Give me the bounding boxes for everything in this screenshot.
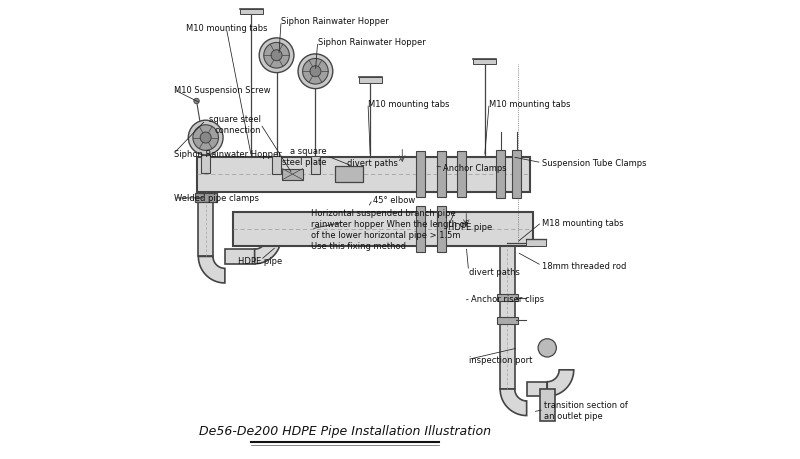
Bar xyxy=(194,194,217,202)
Circle shape xyxy=(298,55,333,90)
Text: Siphon Rainwater Hopper: Siphon Rainwater Hopper xyxy=(174,150,282,159)
Text: M18 mounting tabs: M18 mounting tabs xyxy=(542,218,623,227)
Circle shape xyxy=(264,43,290,69)
Text: inspection port: inspection port xyxy=(469,355,532,364)
Circle shape xyxy=(271,50,282,62)
Text: Anchor riser clips: Anchor riser clips xyxy=(471,294,544,303)
FancyBboxPatch shape xyxy=(197,157,530,192)
Text: a square
steel plate: a square steel plate xyxy=(282,146,327,167)
Text: divert paths: divert paths xyxy=(347,159,398,168)
Polygon shape xyxy=(254,238,281,264)
FancyBboxPatch shape xyxy=(311,157,320,175)
Circle shape xyxy=(200,133,211,144)
Text: Welded pipe clamps: Welded pipe clamps xyxy=(174,194,258,203)
Text: Anchor Clamps: Anchor Clamps xyxy=(443,163,507,173)
Bar xyxy=(457,152,466,197)
FancyBboxPatch shape xyxy=(272,157,281,175)
Text: HDPE pipe: HDPE pipe xyxy=(238,256,282,265)
Text: 45° elbow: 45° elbow xyxy=(373,196,415,204)
Circle shape xyxy=(259,39,294,73)
Circle shape xyxy=(538,339,556,357)
Text: 18mm threaded rod: 18mm threaded rod xyxy=(542,262,626,270)
Bar xyxy=(282,169,302,180)
Text: Horizontal suspended branch pipe
rainwater hopper When the length of
of the lowe: Horizontal suspended branch pipe rainwat… xyxy=(311,208,467,251)
FancyBboxPatch shape xyxy=(500,247,514,389)
Polygon shape xyxy=(500,389,526,416)
Text: Siphon Rainwater Hopper: Siphon Rainwater Hopper xyxy=(318,38,426,47)
Text: Suspension Tube Clamps: Suspension Tube Clamps xyxy=(542,159,646,168)
Circle shape xyxy=(310,67,321,78)
Bar xyxy=(512,151,521,199)
Text: Siphon Rainwater Hopper: Siphon Rainwater Hopper xyxy=(281,17,389,27)
Circle shape xyxy=(302,59,328,85)
Bar xyxy=(498,294,518,302)
Text: transition section of
an outlet pipe: transition section of an outlet pipe xyxy=(544,400,628,420)
Text: HDPE pipe: HDPE pipe xyxy=(448,223,492,232)
Circle shape xyxy=(194,99,199,105)
Text: De56-De200 HDPE Pipe Installation Illustration: De56-De200 HDPE Pipe Installation Illust… xyxy=(199,424,491,437)
FancyBboxPatch shape xyxy=(526,382,547,397)
Bar xyxy=(526,240,546,247)
Text: divert paths: divert paths xyxy=(469,267,519,276)
Text: M10 mounting tabs: M10 mounting tabs xyxy=(368,100,450,108)
Text: M10 mounting tabs: M10 mounting tabs xyxy=(489,100,570,108)
Circle shape xyxy=(193,125,218,151)
Bar xyxy=(473,60,496,65)
Bar xyxy=(416,152,425,197)
Bar xyxy=(437,207,446,252)
Text: M10 mounting tabs: M10 mounting tabs xyxy=(186,24,267,33)
FancyBboxPatch shape xyxy=(198,192,213,257)
Bar xyxy=(335,167,362,183)
Polygon shape xyxy=(547,370,574,397)
Bar xyxy=(416,207,425,252)
Bar xyxy=(359,78,382,84)
FancyBboxPatch shape xyxy=(225,250,254,264)
Bar xyxy=(437,152,446,197)
Bar xyxy=(496,151,505,199)
Polygon shape xyxy=(198,257,225,283)
Text: M10 Suspension Screw: M10 Suspension Screw xyxy=(174,86,270,95)
Circle shape xyxy=(188,121,223,156)
FancyBboxPatch shape xyxy=(233,212,533,247)
FancyBboxPatch shape xyxy=(540,389,554,421)
Bar xyxy=(240,10,263,15)
Text: square steel
connection: square steel connection xyxy=(209,115,261,134)
FancyBboxPatch shape xyxy=(201,156,210,174)
Bar xyxy=(498,317,518,325)
